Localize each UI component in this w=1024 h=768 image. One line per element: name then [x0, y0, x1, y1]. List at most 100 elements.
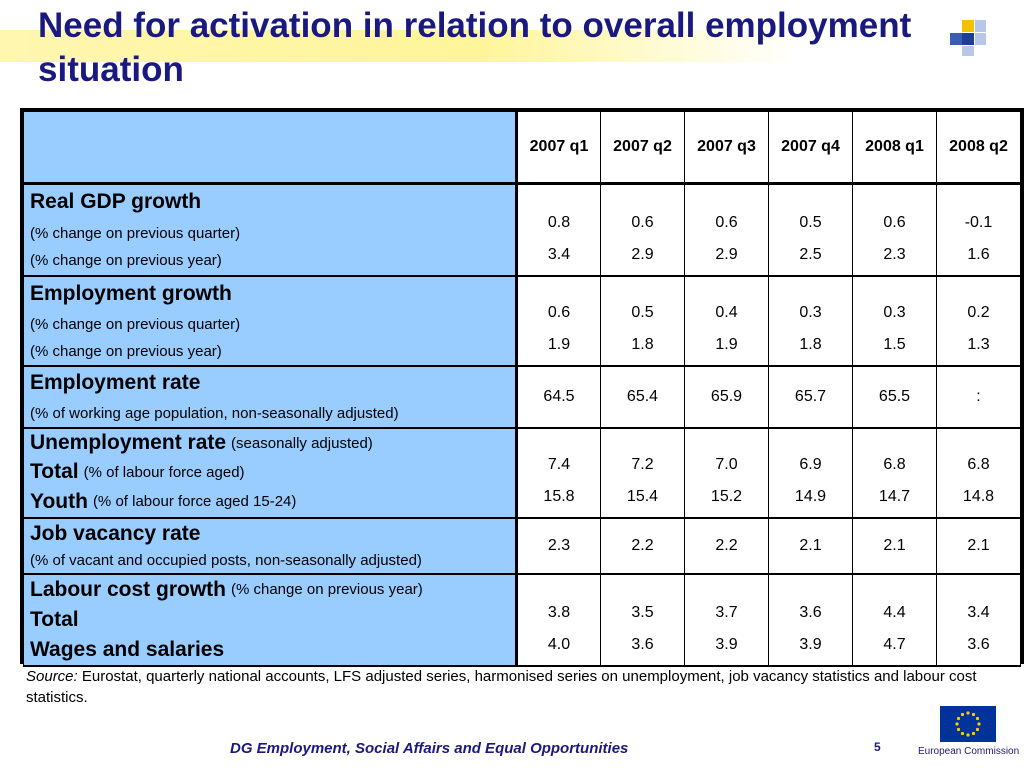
value: 0.2 — [967, 303, 990, 321]
value-cell: 65.9 — [684, 365, 769, 429]
row-heading-note: (seasonally adjusted) — [231, 434, 373, 452]
value-cell: 2.1 — [768, 517, 853, 575]
row-heading: Unemployment rate — [30, 431, 227, 455]
column-header: 2007 q2 — [600, 111, 685, 185]
table-row-group: Employment growth (% change on previous q… — [23, 275, 1021, 367]
value: 2.3 — [883, 245, 906, 263]
value-cell: 65.4 — [600, 365, 685, 429]
row-sub-label: (% change on previous quarter) — [30, 224, 241, 242]
table-row-group: Job vacancy rate (% of vacant and occupie… — [23, 517, 1021, 575]
row-heading-line: Unemployment rate (seasonally adjusted) — [30, 431, 509, 455]
value-stack: 2.3 — [518, 519, 600, 573]
value-cell: : — [936, 365, 1021, 429]
value: 2.9 — [715, 245, 738, 263]
value: 3.6 — [799, 603, 822, 621]
value-cell: 2.2 — [600, 517, 685, 575]
value-cell: 0.3 1.8 — [768, 275, 853, 367]
value: 1.9 — [715, 335, 738, 353]
row-label-stack: Labour cost growth (% change on previous … — [24, 575, 515, 665]
value-stack: 2.2 — [685, 519, 768, 573]
value-stack: 0.6 1.9 — [518, 277, 600, 365]
value: 3.5 — [631, 603, 654, 621]
row-line: Total (% of labour force aged) — [30, 460, 509, 484]
value-stack: 3.6 3.9 — [769, 575, 852, 665]
value: 0.5 — [631, 303, 654, 321]
value: 65.9 — [710, 387, 743, 405]
table-row-group: Real GDP growth (% change on previous qua… — [23, 183, 1021, 277]
value-stack: 7.0 15.2 — [685, 429, 768, 517]
value-stack: 0.6 2.9 — [601, 185, 684, 275]
value-stack: 6.9 14.9 — [769, 429, 852, 517]
value: 3.6 — [967, 635, 990, 653]
value-stack: 2.1 — [937, 519, 1020, 573]
value: 2.3 — [547, 536, 571, 554]
row-sub-label: (% change on previous quarter) — [30, 315, 241, 333]
table-row-group: Unemployment rate (seasonally adjusted) To… — [23, 427, 1021, 519]
value: 1.6 — [967, 245, 990, 263]
column-header: 2007 q4 — [768, 111, 853, 185]
row-heading-line: Employment growth — [30, 282, 509, 306]
row-sub-label: (% of labour force aged) — [83, 463, 245, 481]
value-cell: 0.5 1.8 — [600, 275, 685, 367]
value-stack: -0.1 1.6 — [937, 185, 1020, 275]
value: 2.2 — [715, 536, 738, 554]
value: 7.0 — [715, 455, 738, 473]
column-header: 2008 q1 — [852, 111, 937, 185]
row-sub-label: (% of labour force aged 15-24) — [92, 493, 297, 511]
row-label-stack: Employment rate (% of working age populat… — [24, 367, 515, 427]
value: 14.7 — [878, 487, 911, 505]
value-stack: 0.6 2.3 — [853, 185, 936, 275]
row-heading: Job vacancy rate — [30, 521, 201, 545]
row-heading: Labour cost growth — [30, 577, 226, 601]
value-cell: 2.3 — [516, 517, 601, 575]
value: 14.8 — [962, 487, 995, 505]
value: 2.1 — [799, 536, 822, 554]
value-cell: 6.8 14.8 — [936, 427, 1021, 519]
value-stack: 6.8 14.7 — [853, 429, 936, 517]
value-cell: 3.7 3.9 — [684, 573, 769, 667]
value: 65.4 — [626, 387, 659, 405]
value-cell: 0.4 1.9 — [684, 275, 769, 367]
value: 64.5 — [543, 387, 575, 405]
value-stack: 0.4 1.9 — [685, 277, 768, 365]
source-note: Source: Eurostat, quarterly national acc… — [26, 666, 1006, 708]
eu-flag-icon — [940, 706, 996, 742]
value: 14.9 — [794, 487, 827, 505]
value: 3.4 — [967, 603, 990, 621]
source-text: Eurostat, quarterly national accounts, L… — [26, 668, 977, 706]
table-row-group: Labour cost growth (% change on previous … — [23, 573, 1021, 667]
value-stack: 7.2 15.4 — [601, 429, 684, 517]
row-sub-heading: Total — [30, 460, 79, 484]
value-cell: 0.6 2.9 — [600, 183, 685, 277]
row-label-stack: Job vacancy rate (% of vacant and occupie… — [24, 519, 515, 573]
value-stack: 65.7 — [769, 367, 852, 427]
column-header: 2008 q2 — [936, 111, 1021, 185]
value-cell: -0.1 1.6 — [936, 183, 1021, 277]
value-stack: : — [937, 367, 1020, 427]
value: 2.1 — [883, 536, 906, 554]
value-cell: 0.6 2.9 — [684, 183, 769, 277]
value: 0.8 — [547, 213, 571, 231]
value-stack: 2.1 — [853, 519, 936, 573]
value-cell: 3.5 3.6 — [600, 573, 685, 667]
value: 1.5 — [883, 335, 906, 353]
row-line: (% change on previous year) — [30, 343, 509, 360]
table-header-row: 2007 q1 2007 q2 2007 q3 2007 q4 2008 q1 2008 … — [23, 111, 1021, 185]
table-row-group: Employment rate (% of working age populat… — [23, 365, 1021, 429]
title-highlight-band — [0, 30, 800, 62]
row-label-cell: Real GDP growth (% change on previous qua… — [23, 183, 518, 277]
row-sub-label: (% change on previous year) — [30, 252, 222, 270]
value-cell: 7.4 15.8 — [516, 427, 601, 519]
value-cell: 65.5 — [852, 365, 937, 429]
row-label-stack: Employment growth (% change on previous q… — [24, 277, 515, 365]
value-stack: 65.4 — [601, 367, 684, 427]
value-cell: 3.6 3.9 — [768, 573, 853, 667]
ec-logo-icon — [950, 20, 986, 56]
value: 0.4 — [715, 303, 738, 321]
eu-commission-label: European Commission — [918, 746, 1020, 757]
value-cell: 6.8 14.7 — [852, 427, 937, 519]
value-cell: 3.4 3.6 — [936, 573, 1021, 667]
slide-title: Need for activation in relation to overa… — [38, 6, 912, 89]
value: 2.9 — [631, 245, 654, 263]
value-cell: 7.0 15.2 — [684, 427, 769, 519]
